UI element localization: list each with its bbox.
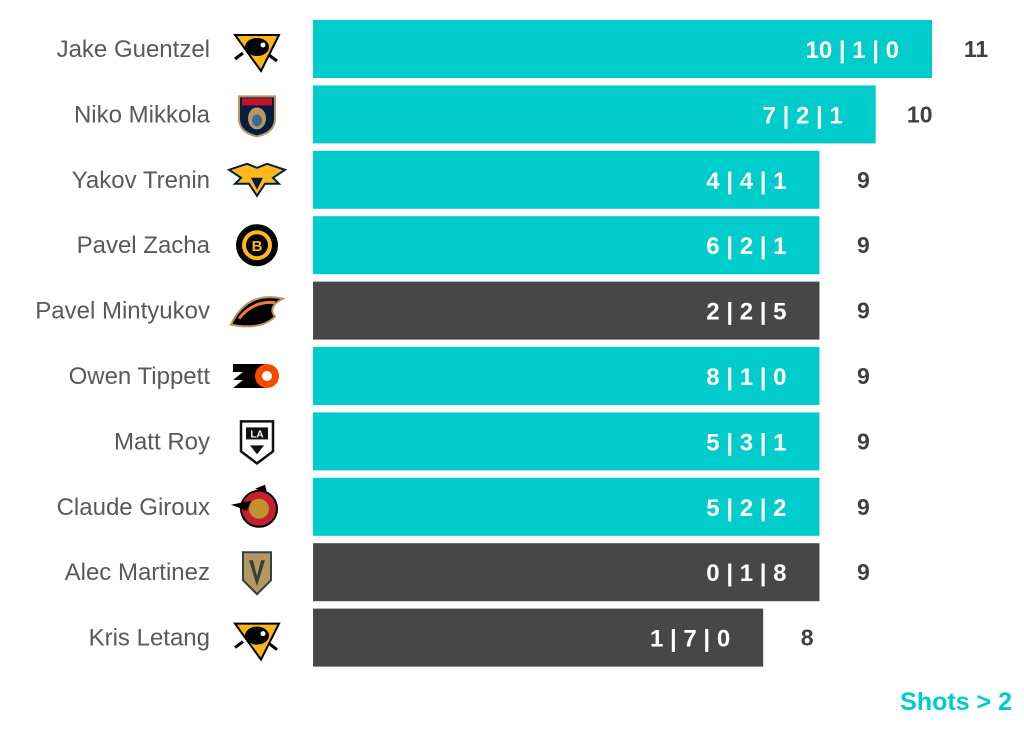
bar (313, 347, 820, 405)
bar-total-label: 9 (857, 232, 870, 258)
bar-breakdown-label: 5 | 2 | 2 (706, 495, 786, 522)
bar-total-label: 8 (801, 625, 814, 651)
bar-breakdown-label: 7 | 2 | 1 (763, 102, 843, 129)
flyers-logo (233, 364, 279, 388)
bar-breakdown-label: 10 | 1 | 0 (806, 37, 900, 64)
bar (313, 281, 820, 340)
bar-total-label: 9 (857, 494, 870, 520)
bar (313, 85, 876, 144)
player-name: Kris Letang (89, 625, 210, 652)
penguins-logo (233, 34, 281, 73)
bar-total-label: 11 (964, 36, 989, 62)
bar-row: Yakov Trenin 4 | 4 | 1 9 (72, 150, 870, 209)
player-name: Niko Mikkola (74, 101, 211, 128)
bar (313, 20, 932, 78)
bar-rows: Jake Guentzel 10 | 1 | 0 11 Niko Mikkola 7 |… (35, 20, 988, 667)
player-name: Yakov Trenin (72, 167, 210, 194)
bar-row: Claude Giroux 5 | 2 | 2 9 (57, 477, 870, 536)
player-name: Claude Giroux (57, 494, 210, 521)
bar (313, 608, 764, 667)
svg-text:LA: LA (250, 429, 263, 440)
player-name: Pavel Mintyukov (35, 298, 210, 325)
bar-row: Pavel Zacha B 6 | 2 | 1 9 (77, 216, 870, 275)
bar-breakdown-label: 0 | 1 | 8 (706, 560, 786, 587)
bar-row: Niko Mikkola 7 | 2 | 1 10 (74, 85, 933, 144)
bar-total-label: 9 (857, 167, 870, 193)
bar-breakdown-label: 1 | 7 | 0 (650, 626, 730, 653)
bar-row: Alec Martinez 0 | 1 | 8 9 (65, 543, 870, 602)
player-name: Jake Guentzel (57, 36, 210, 63)
bar-total-label: 9 (857, 559, 870, 585)
bar-row: Matt Roy LA 5 | 3 | 1 9 (114, 412, 870, 471)
player-name: Owen Tippett (69, 363, 211, 390)
bar (313, 216, 820, 275)
bar (313, 477, 820, 536)
bar-total-label: 9 (857, 298, 870, 324)
player-name: Alec Martinez (65, 559, 210, 586)
bar-breakdown-label: 6 | 2 | 1 (706, 233, 786, 260)
bar (313, 150, 820, 209)
penguins-logo (233, 622, 281, 662)
footnote: Shots > 2 (900, 688, 1012, 716)
player-name: Pavel Zacha (77, 232, 211, 259)
bruins-logo: B (236, 224, 278, 267)
bar-row: Pavel Mintyukov 2 | 2 | 5 9 (35, 281, 870, 340)
bar-breakdown-label: 4 | 4 | 1 (706, 168, 786, 195)
predators-logo (226, 162, 288, 198)
ducks-logo (229, 296, 286, 328)
bar-row: Kris Letang 1 | 7 | 0 8 (89, 608, 814, 667)
bar-total-label: 9 (857, 363, 870, 389)
bar (313, 412, 820, 471)
bar-total-label: 10 (907, 101, 933, 127)
bar-row: Jake Guentzel 10 | 1 | 0 11 (57, 20, 989, 78)
kings-logo: LA (239, 420, 275, 465)
svg-text:B: B (252, 238, 263, 255)
golden-knights-logo (242, 551, 272, 596)
bar-total-label: 9 (857, 428, 870, 454)
player-name: Matt Roy (114, 428, 210, 455)
panthers-logo (238, 95, 276, 138)
senators-logo (231, 484, 278, 528)
bar-breakdown-label: 5 | 3 | 1 (706, 429, 786, 456)
bar-breakdown-label: 8 | 1 | 0 (706, 364, 786, 391)
bar (313, 543, 820, 602)
bar-row: Owen Tippett 8 | 1 | 0 9 (69, 347, 870, 405)
bar-breakdown-label: 2 | 2 | 5 (706, 299, 786, 326)
